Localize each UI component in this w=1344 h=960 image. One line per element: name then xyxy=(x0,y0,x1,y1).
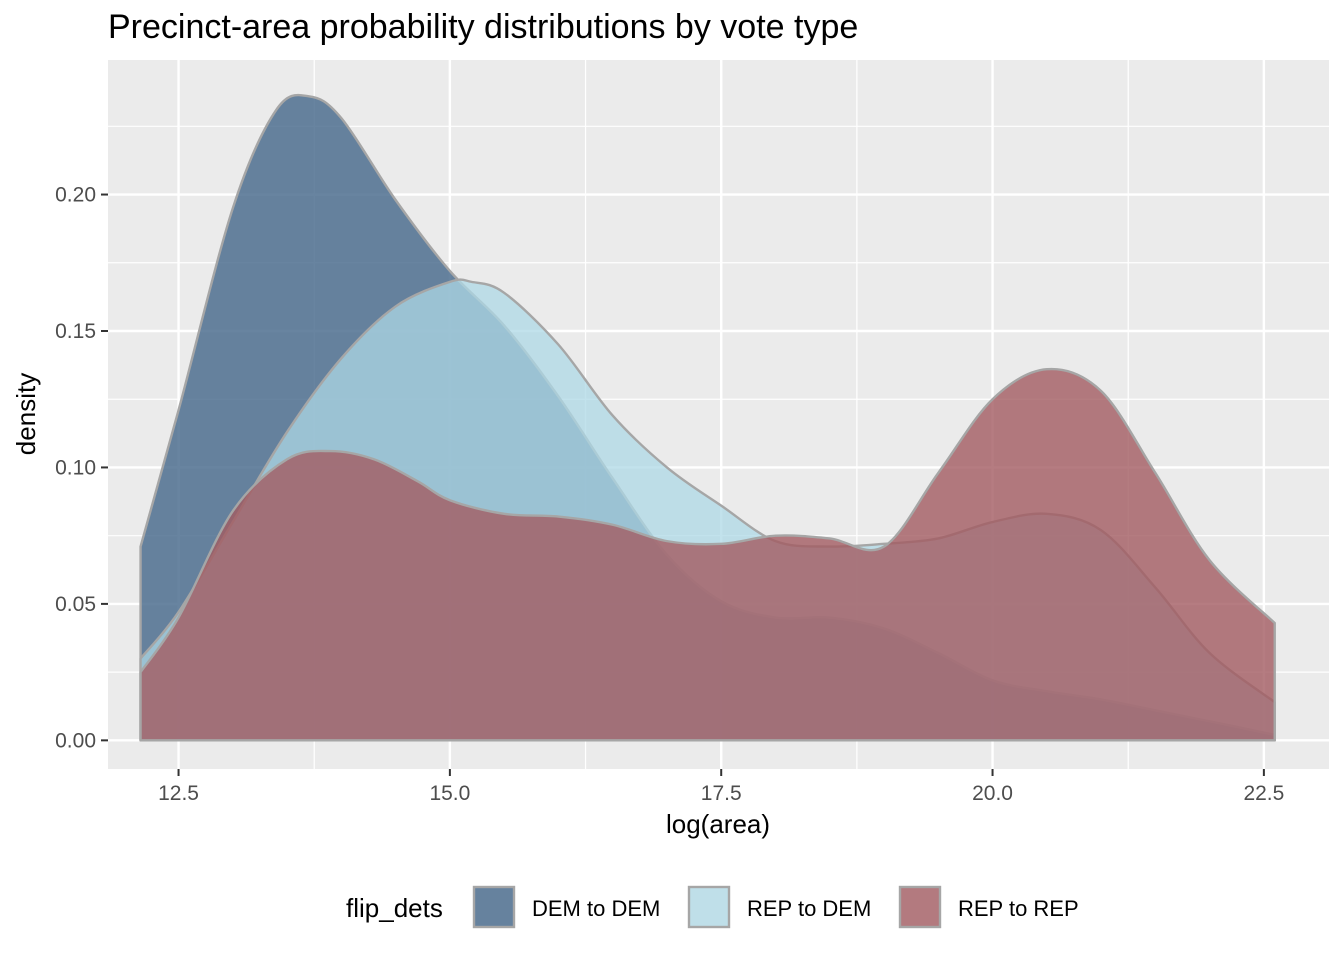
chart-title: Precinct-area probability distributions … xyxy=(108,8,858,46)
legend-label-rep-to-dem: REP to DEM xyxy=(747,896,871,921)
y-tick-label: 0.00 xyxy=(55,729,96,752)
legend-key-dem-to-dem xyxy=(472,885,516,929)
legend-key-rep-to-rep xyxy=(898,885,942,929)
x-tick-label: 22.5 xyxy=(1243,782,1284,805)
y-axis: 0.00 0.05 0.10 0.15 0.20 xyxy=(55,184,108,752)
legend-title: flip_dets xyxy=(346,893,443,923)
x-tick-label: 15.0 xyxy=(429,782,470,805)
legend-label-rep-to-rep: REP to REP xyxy=(958,896,1079,921)
y-tick-label: 0.10 xyxy=(55,456,96,479)
x-axis-title: log(area) xyxy=(666,809,770,839)
y-tick-label: 0.20 xyxy=(55,184,96,207)
legend-label-dem-to-dem: DEM to DEM xyxy=(532,896,660,921)
x-tick-label: 12.5 xyxy=(158,782,199,805)
x-tick-label: 20.0 xyxy=(972,782,1013,805)
x-axis: 12.5 15.0 17.5 20.0 22.5 xyxy=(158,769,1284,805)
x-tick-label: 17.5 xyxy=(701,782,742,805)
density-areas xyxy=(139,93,1276,742)
y-tick-label: 0.05 xyxy=(55,593,96,616)
legend: flip_dets DEM to DEM REP to DEM REP to REP xyxy=(346,885,1079,929)
y-tick-label: 0.15 xyxy=(55,320,96,343)
y-axis-title: density xyxy=(11,373,41,455)
density-area-rep-to-rep xyxy=(139,367,1276,742)
legend-key-rep-to-dem xyxy=(687,885,731,929)
